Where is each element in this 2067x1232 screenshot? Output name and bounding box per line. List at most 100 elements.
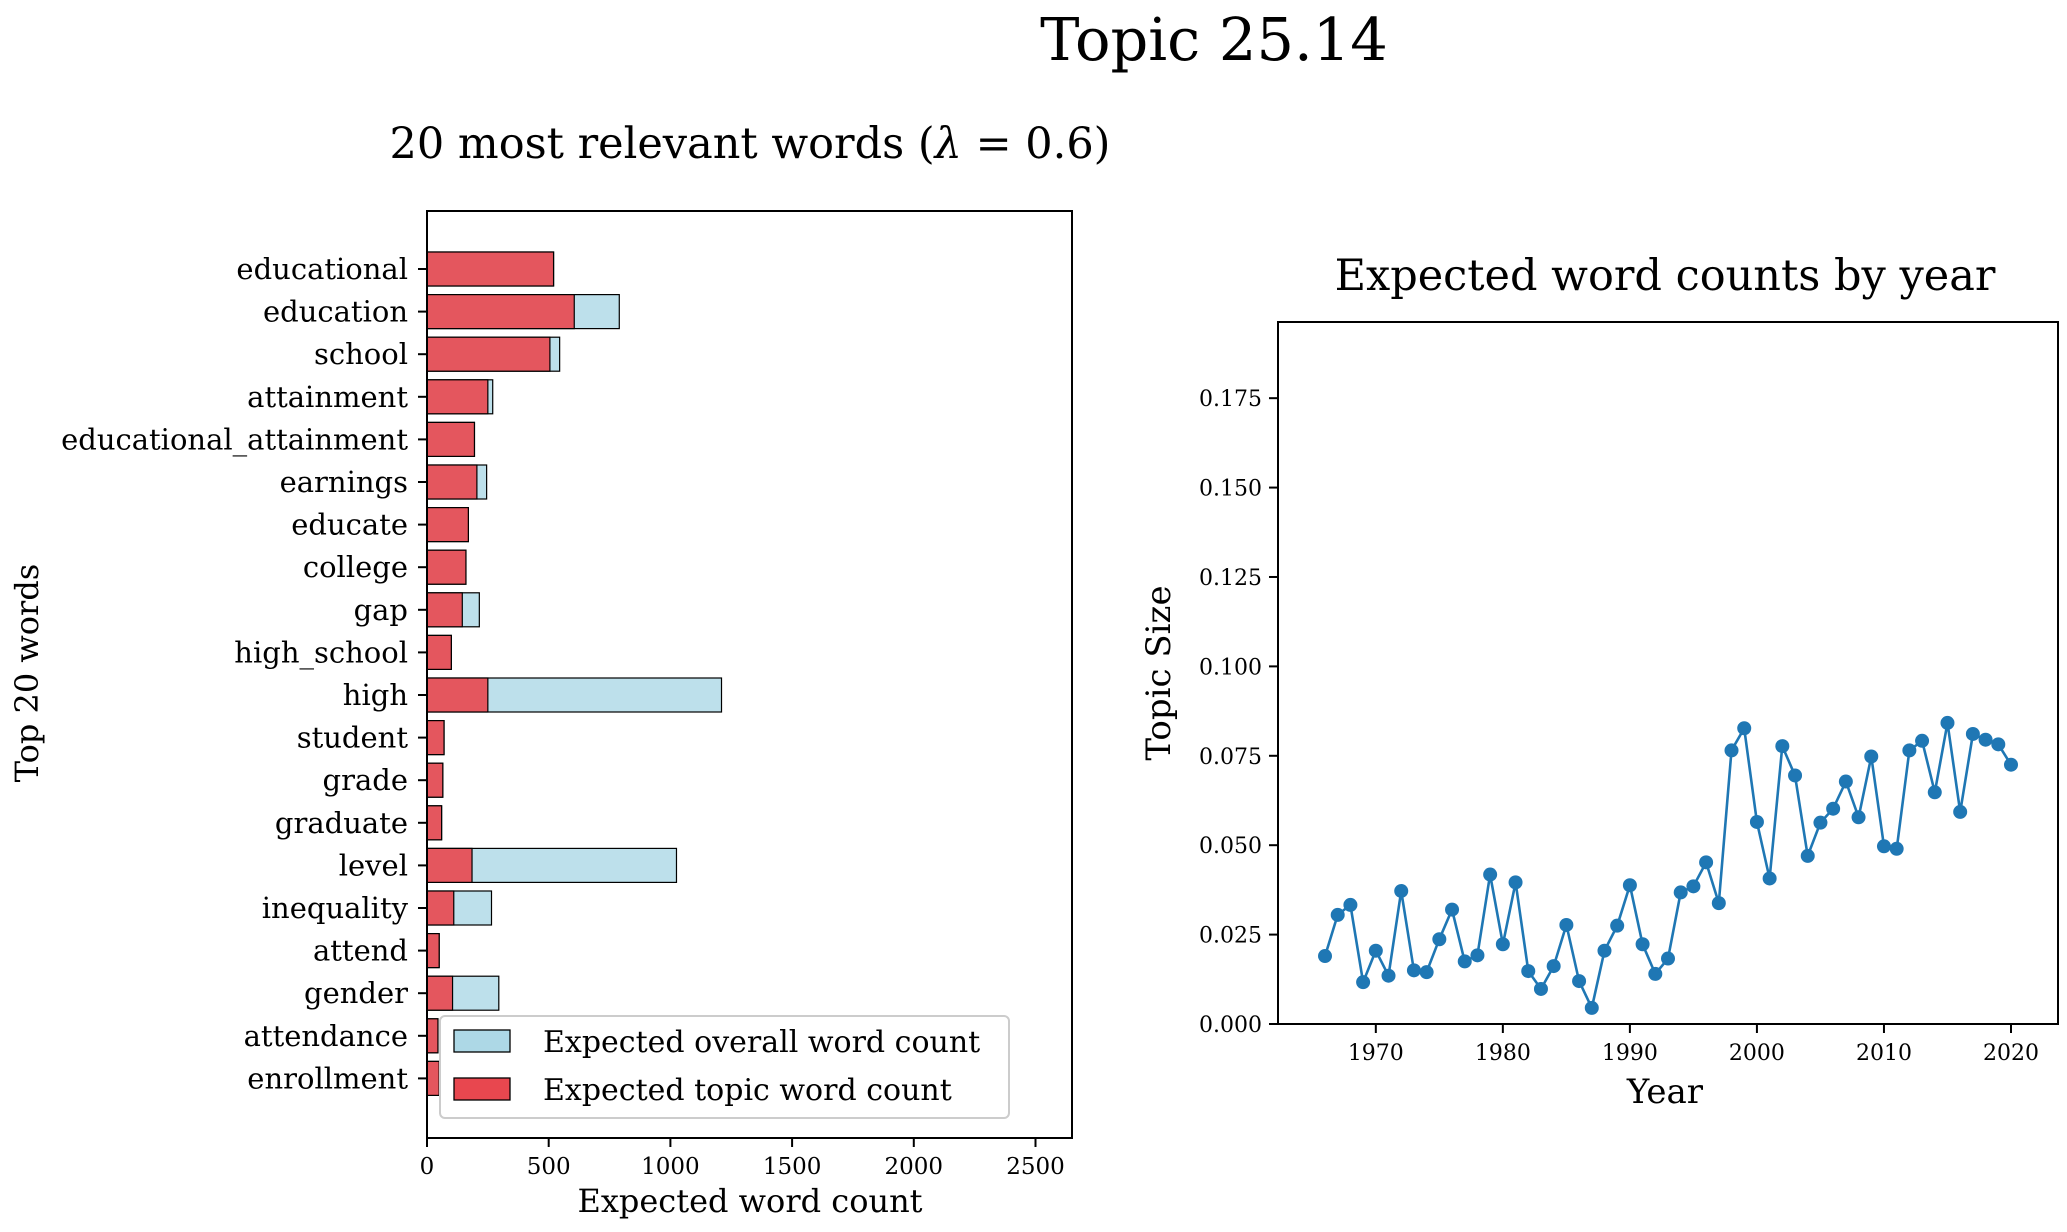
data-point [1318,949,1333,964]
data-point [1749,814,1764,829]
legend-swatch-topic [453,1077,511,1101]
bar-y-axis-label: Top 20 words [8,564,46,783]
bar-topic [426,1060,440,1097]
bar-x-axis: 0 500 1000 1500 2000 2500 [420,1138,1065,1180]
bar-y-tick-label: graduate [275,806,408,840]
data-point [1610,918,1625,933]
data-point [1813,815,1828,830]
bar-x-tick-label: 2000 [885,1154,944,1180]
data-point [1419,965,1434,980]
bar-y-tick-label: educate [291,508,408,542]
bar-x-axis-label: Expected word count [577,1182,922,1220]
data-point [1432,932,1447,947]
data-point [1889,841,1904,856]
bar-topic [426,932,440,969]
bar-legend-box [439,1015,1010,1119]
bar-y-tick-label: educational_attainment [61,422,408,457]
data-point [1572,974,1587,989]
data-point [1483,867,1498,882]
line-plot-frame [1277,321,2059,1025]
data-point [1356,975,1371,990]
line-x-axis-label: Year [1626,1072,1704,1112]
data-point [1533,981,1548,996]
legend-label-overall: Expected overall word count [543,1025,980,1060]
data-point [1406,963,1421,978]
bar-topic [426,294,575,330]
bar-topic [426,251,555,287]
bar-y-tick-label: inequality [262,891,409,925]
data-point [1953,804,1968,819]
bar-x-tick-label: 0 [420,1154,435,1180]
bar-y-tick-label: attainment [247,380,408,414]
bar-y-tick-label: school [314,337,408,371]
data-point [1635,937,1650,952]
data-point [1673,885,1688,900]
data-point [1495,937,1510,952]
data-point [2003,757,2018,772]
data-point [1559,917,1574,932]
bar-topic [426,975,454,1011]
line-y-axis-label: Topic Size [1139,585,1179,760]
bar-topic [426,847,473,884]
data-point [1876,839,1891,854]
bar-topic [426,1018,439,1054]
data-point [1864,749,1879,764]
data-point [1381,968,1396,983]
data-point [1711,896,1726,911]
line-y-tick-label: 0.050 [1199,834,1262,859]
data-point [1597,943,1612,958]
data-point [1622,878,1637,893]
bar-y-tick-label: student [297,721,409,755]
legend-label-topic: Expected topic word count [543,1073,952,1108]
bar-chart: 20 most relevant words (λ = 0.6) educati… [8,119,1110,1220]
bar-y-tick-label: enrollment [247,1061,408,1095]
data-point [1661,951,1675,966]
bar-marks [426,251,723,1097]
bar-y-tick-label: attend [313,934,408,968]
bar-plot-frame [426,210,1073,1139]
bar-y-tick-label: gender [304,976,408,1010]
line-y-tick-label: 0.100 [1199,655,1262,680]
data-point [1902,743,1917,758]
data-point [1343,897,1358,912]
bar-topic [426,634,452,671]
line-y-tick-label: 0.000 [1199,1013,1262,1038]
bar-y-tick-label: attendance [244,1019,408,1053]
line-y-tick-label: 0.125 [1199,566,1262,591]
bar-y-tick-label: level [339,848,408,882]
data-point [1445,902,1460,917]
line-y-tick-label: 0.075 [1199,745,1262,770]
data-point [1457,954,1472,969]
data-point [1521,964,1536,979]
data-point [1851,810,1866,825]
bar-y-tick-label: education [263,295,408,329]
data-point [1699,855,1714,870]
bar-topic [426,549,467,585]
bar-y-tick-label: grade [323,763,408,797]
data-point [1368,943,1383,958]
bar-topic [426,762,444,798]
legend-swatch-overall [453,1029,511,1053]
data-point [1838,774,1853,789]
bar-y-tick-label: earnings [280,465,408,499]
bar-legend: Expected overall word count Expected top… [439,1015,1010,1119]
data-point [1584,1000,1599,1015]
figure-title: Topic 25.14 [1040,5,1388,74]
line-y-tick-label: 0.175 [1199,387,1262,412]
data-point [1978,732,1993,747]
bar-y-tick-label: college [303,550,408,584]
data-point [1940,715,1955,730]
data-point [1826,801,1841,816]
data-point [1762,871,1777,886]
data-point [1775,739,1790,754]
data-point [1546,959,1561,974]
line-x-axis: 1970 1980 1990 2000 2010 2020 [1348,1024,2039,1066]
data-point [1915,733,1930,748]
bar-topic [426,719,445,756]
line-y-tick-label: 0.025 [1199,924,1262,949]
bar-y-tick-label: gap [354,593,408,627]
bar-y-tick-label: high [343,678,408,712]
line-y-axis: 0.000 0.025 0.050 0.075 0.100 0.125 0.150 0.175 [1199,387,1278,1038]
line-chart-title: Expected word counts by year [1335,251,1996,301]
